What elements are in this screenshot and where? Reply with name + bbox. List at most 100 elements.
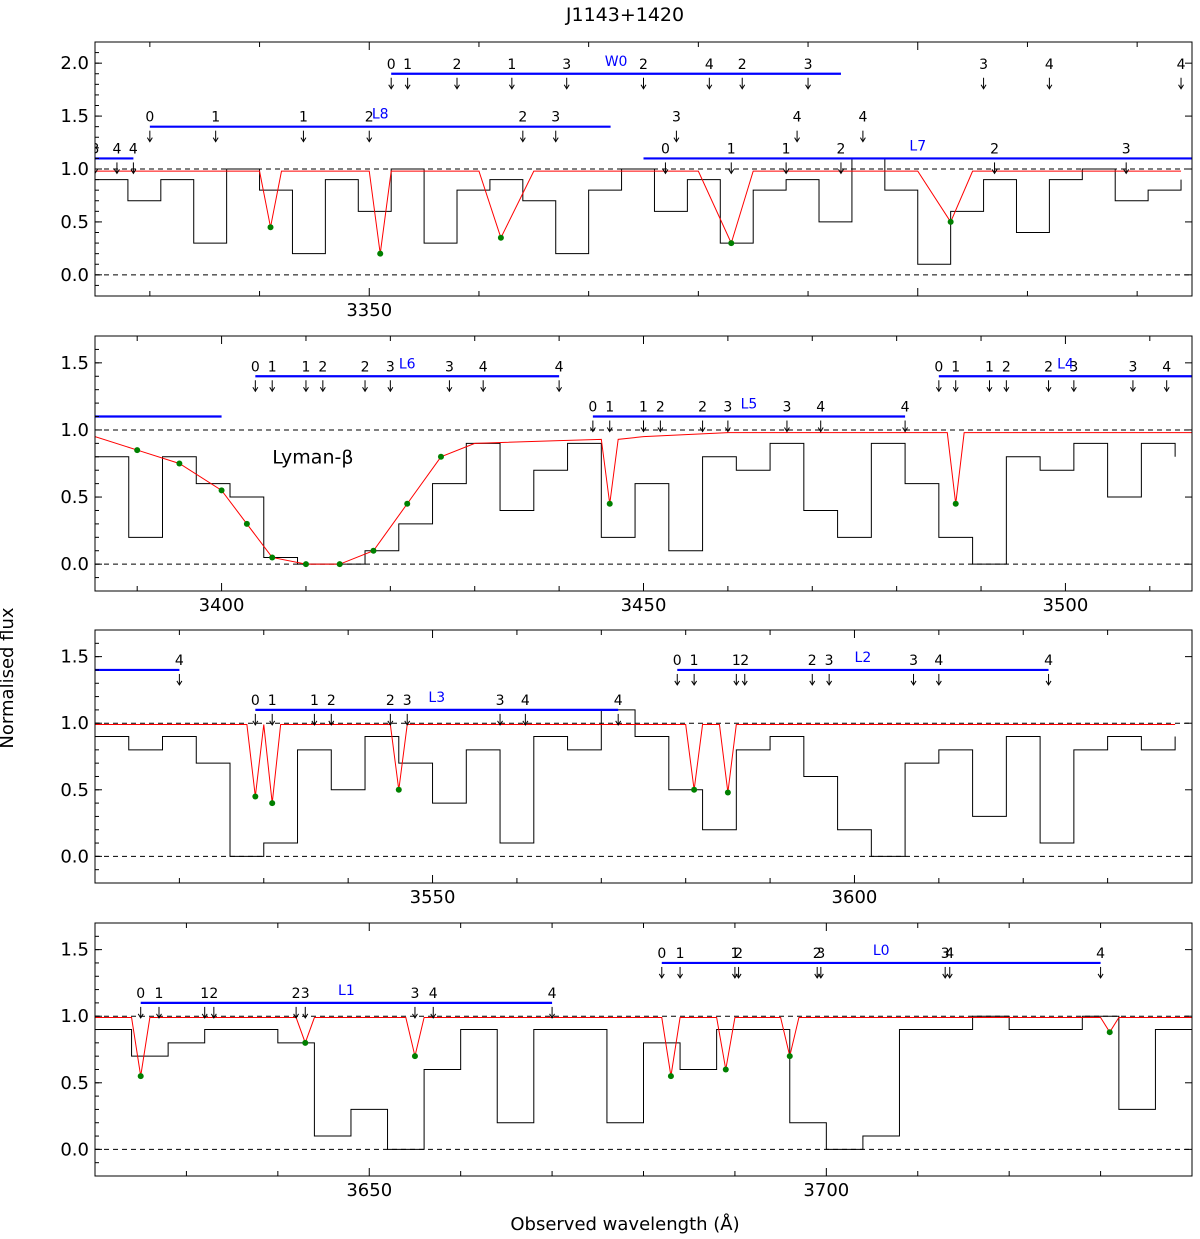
marker-label: 0 (588, 400, 597, 416)
x-tick-label: 3700 (803, 1180, 849, 1201)
y-tick-label: 2.0 (60, 53, 89, 74)
system-L5: L50 1 1 2 2 3 3 4 4 (588, 397, 910, 433)
fit-point (267, 224, 274, 231)
marker-arrowhead (980, 84, 987, 90)
system-label: L7 (909, 138, 926, 154)
marker-arrowhead (942, 973, 949, 979)
marker-arrowhead (387, 720, 394, 726)
marker-label: 1 (690, 653, 699, 669)
marker-label: 2 (1044, 359, 1053, 375)
fit-point (404, 500, 411, 507)
marker-arrowhead (362, 386, 368, 393)
marker-label: 4 (429, 986, 438, 1002)
marker-arrowhead (303, 386, 309, 393)
marker-arrowhead (252, 720, 259, 726)
series-model (95, 724, 1176, 804)
marker-arrowhead (677, 973, 683, 979)
marker-arrowhead (741, 680, 748, 686)
marker-arrowhead (1046, 84, 1053, 90)
y-tick-label: 0.0 (60, 554, 89, 575)
marker-arrowhead (156, 1013, 162, 1019)
fit-point (137, 1073, 144, 1080)
marker-label: 2 (209, 986, 218, 1002)
marker-arrowhead (212, 137, 219, 143)
marker-label: 1 (310, 693, 319, 709)
marker-arrowhead (137, 1013, 144, 1019)
y-tick-label: 1.0 (60, 420, 89, 441)
marker-arrowhead (986, 386, 993, 393)
fit-point (243, 520, 250, 527)
fit-point (722, 1066, 729, 1073)
system-L1: L10 1 1 2 2 3 3 4 4 (136, 983, 557, 1019)
marker-arrowhead (114, 169, 120, 175)
system-label: L2 (855, 650, 872, 666)
marker-arrowhead (446, 386, 453, 393)
marker-label: 1 (951, 359, 960, 375)
marker-arrowhead (673, 137, 680, 143)
marker-label: 4 (1177, 57, 1186, 73)
marker-label: 1 (985, 359, 994, 375)
marker-label: 1 (299, 110, 308, 126)
series-flux (95, 1015, 1192, 1150)
marker-label: 1 (730, 946, 739, 962)
fit-point (336, 561, 343, 568)
marker-label: 1 (507, 57, 516, 73)
x-tick-label: 3650 (346, 1180, 392, 1201)
marker-arrowhead (293, 1013, 300, 1019)
marker-arrowhead (549, 1013, 556, 1019)
marker-label: 0 (661, 141, 670, 157)
y-axis-label: Normalised flux (0, 607, 18, 748)
marker-label: 3 (816, 946, 825, 962)
fit-point (411, 1053, 418, 1060)
series-flux (95, 709, 1176, 857)
marker-arrowhead (387, 386, 394, 393)
marker-arrowhead (817, 427, 824, 433)
marker-label: 4 (1045, 57, 1054, 73)
marker-arrowhead (522, 720, 529, 726)
system-label: W0 (605, 54, 628, 70)
marker-label: 1 (782, 141, 791, 157)
system-label: L5 (741, 397, 758, 413)
marker-arrowhead (311, 720, 318, 726)
fit-point (302, 1039, 309, 1046)
fit-point (667, 1073, 674, 1080)
marker-label: 1 (727, 141, 736, 157)
marker-label: 3 (723, 400, 732, 416)
marker-label: 4 (1096, 946, 1105, 962)
x-axis-label: Observed wavelength (Å) (510, 1213, 739, 1235)
system-L3: L30 1 1 2 2 3 3 4 4 (251, 690, 623, 726)
marker-label: 1 (211, 110, 220, 126)
marker-label: 2 (361, 359, 370, 375)
marker-label: 0 (673, 653, 682, 669)
system-label: L0 (873, 943, 890, 959)
marker-arrowhead (563, 84, 570, 90)
marker-label: 2 (292, 986, 301, 1002)
marker-label: 0 (251, 359, 260, 375)
marker-label: 4 (175, 653, 184, 669)
marker-arrowhead (252, 386, 259, 393)
marker-arrowhead (302, 1013, 309, 1019)
series-flux (95, 157, 1182, 265)
marker-arrowhead (809, 680, 816, 686)
marker-arrowhead (328, 720, 335, 726)
marker-arrowhead (706, 84, 713, 90)
marker-label: 3 (410, 986, 419, 1002)
system-L4: L40 1 1 2 2 3 3 4 (934, 356, 1192, 393)
marker-label: 0 (387, 57, 396, 73)
marker-label: 4 (112, 141, 121, 157)
marker-arrowhead (640, 84, 647, 90)
marker-label: 3 (1069, 359, 1078, 375)
marker-arrowhead (269, 720, 276, 726)
marker-arrowhead (859, 137, 866, 143)
marker-label: 4 (555, 359, 564, 375)
marker-label: 3 (1122, 141, 1131, 157)
marker-label: 3 (825, 653, 834, 669)
series-model (95, 1017, 1192, 1077)
system-label: L3 (428, 690, 445, 706)
fit-point (947, 218, 954, 225)
y-tick-label: 0.5 (60, 212, 89, 233)
marker-arrowhead (794, 137, 801, 143)
